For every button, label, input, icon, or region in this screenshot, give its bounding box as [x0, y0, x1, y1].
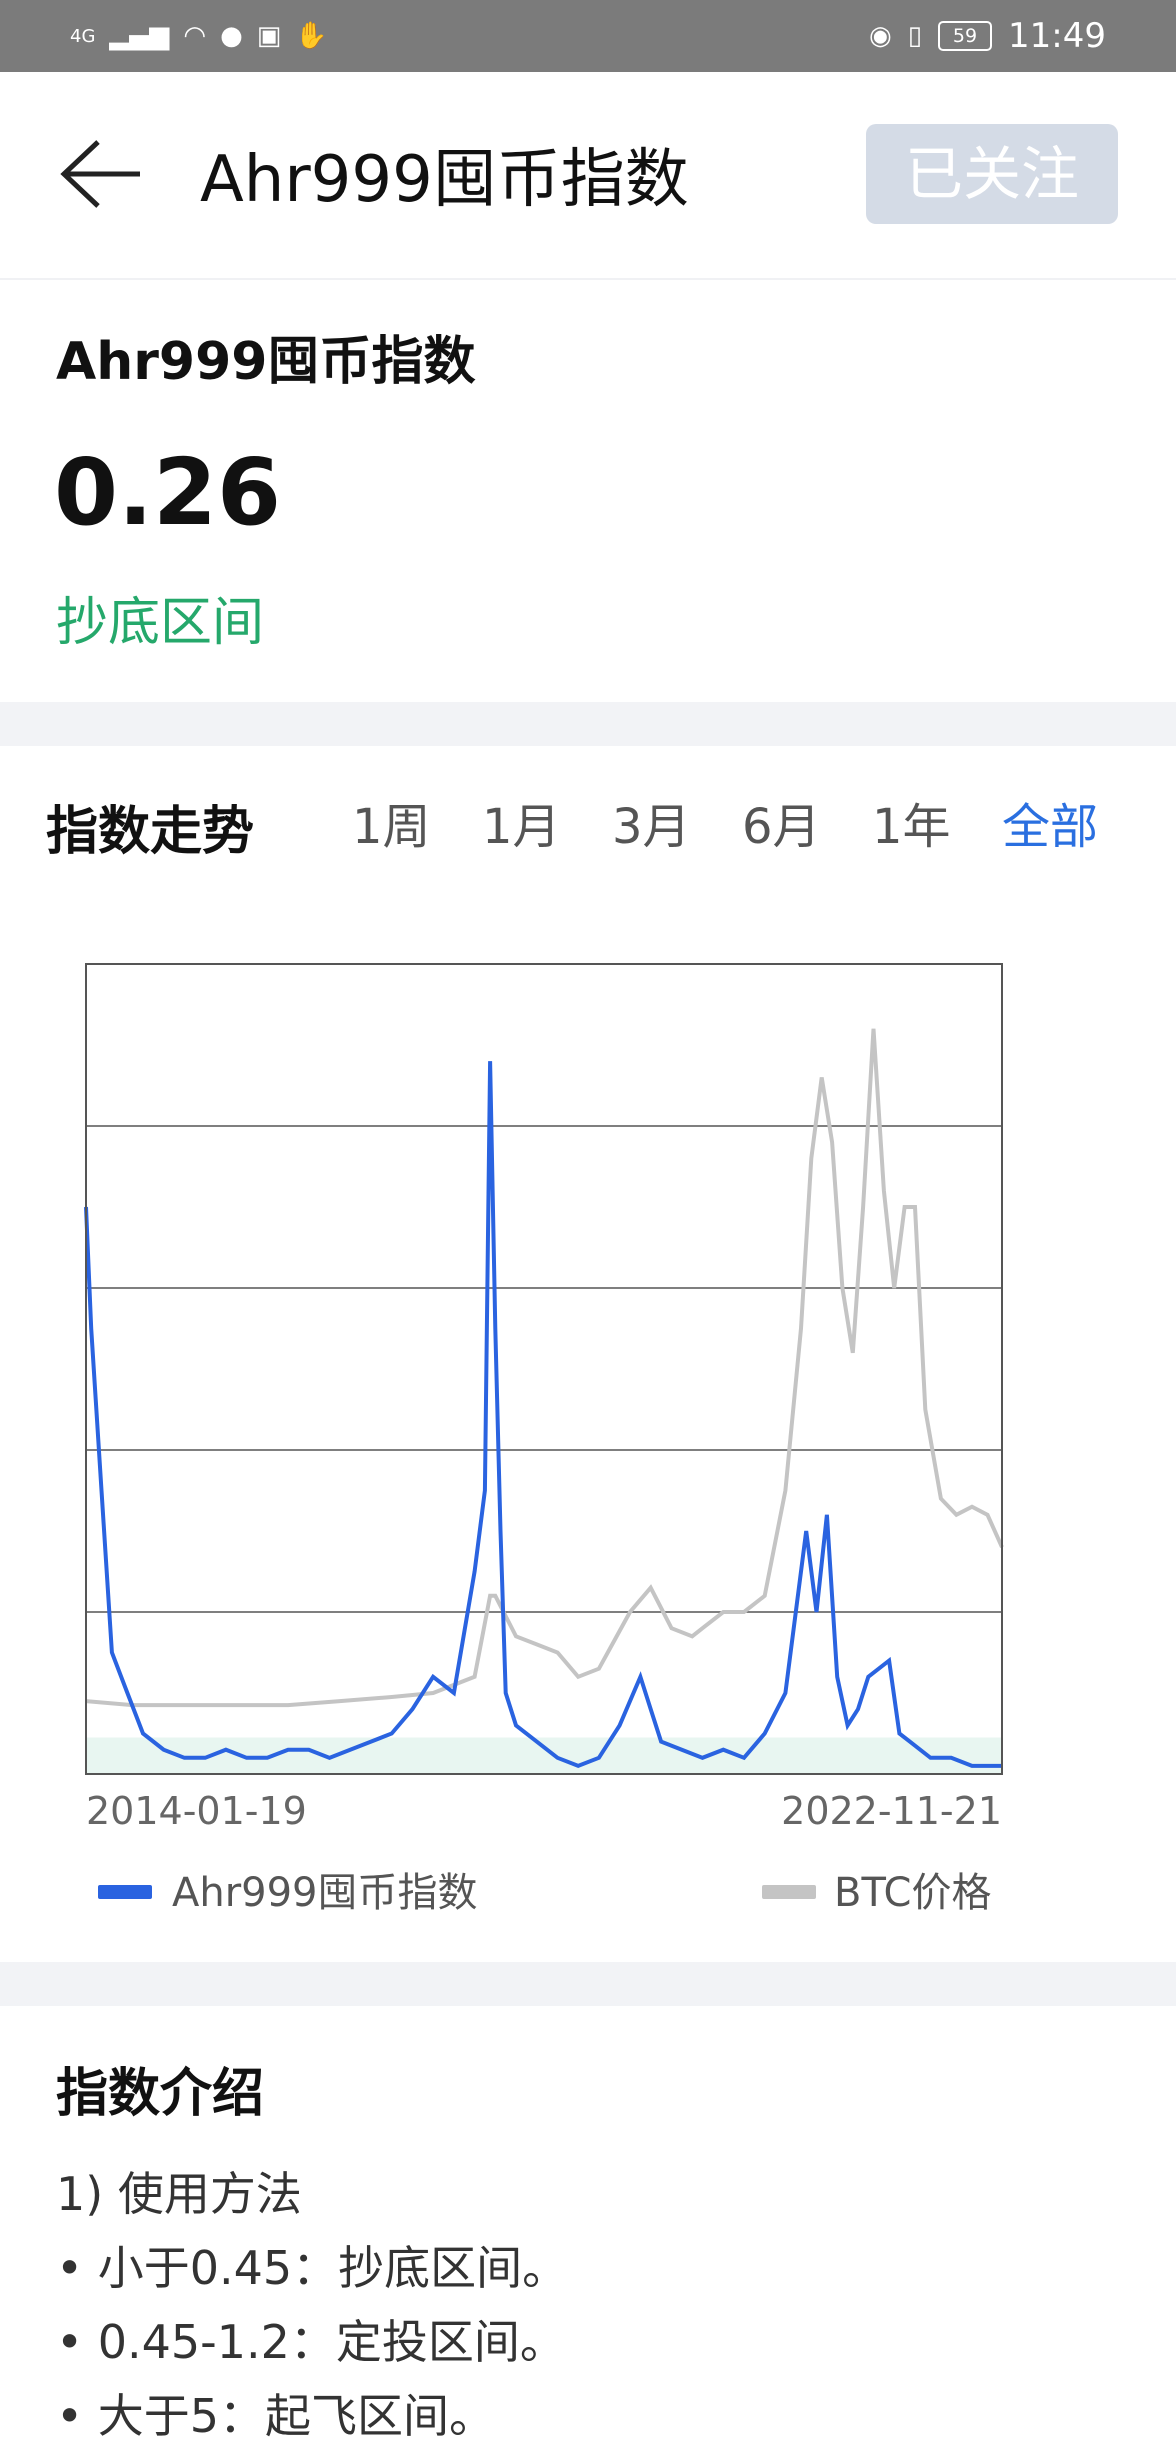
back-arrow-icon — [60, 140, 140, 208]
network-indicator: 4G — [70, 25, 96, 47]
tab-1w[interactable]: 1周 — [352, 799, 431, 855]
signal-icon: ▂▄▆ — [109, 21, 170, 51]
index-trend-chart[interactable]: 2014-01-19 2022-11-21 Ahr999囤币指数 BTC价格 — [0, 900, 1176, 1940]
intro-line: • 小于0.45：抄底区间。 — [56, 2241, 569, 2295]
message-icon: ● — [220, 21, 243, 51]
index-name: Ahr999囤币指数 — [56, 332, 476, 392]
legend-label-ahr999: Ahr999囤币指数 — [172, 1870, 478, 1916]
tab-6m[interactable]: 6月 — [742, 799, 821, 855]
battery-icon: 59 — [938, 21, 993, 51]
tab-1m[interactable]: 1月 — [482, 799, 561, 855]
status-right: ◉ ▯ 59 11:49 — [869, 14, 1106, 58]
tab-1y[interactable]: 1年 — [872, 799, 951, 855]
x-tick-end: 2022-11-21 — [781, 1789, 1002, 1833]
back-button[interactable] — [58, 136, 144, 212]
tab-3m[interactable]: 3月 — [612, 799, 691, 855]
intro-line: • 大于5：起飞区间。 — [56, 2389, 496, 2443]
status-time: 11:49 — [1008, 16, 1106, 56]
section-divider — [0, 1962, 1176, 2006]
index-value: 0.26 — [54, 439, 281, 546]
x-tick-start: 2014-01-19 — [86, 1789, 307, 1833]
hand-icon: ✋ — [295, 21, 328, 51]
intro-line: 1) 使用方法 — [56, 2167, 302, 2221]
chart-svg: 2014-01-19 2022-11-21 Ahr999囤币指数 BTC价格 — [84, 963, 1004, 1916]
legend-swatch-ahr999 — [98, 1885, 152, 1899]
series-line-ahr999 — [84, 1061, 1002, 1769]
intro-line: • 0.45-1.2：定投区间。 — [56, 2315, 566, 2369]
trend-title: 指数走势 — [46, 802, 255, 862]
battery-level: 59 — [952, 25, 978, 47]
eye-icon: ◉ — [869, 21, 892, 51]
buy-zone-band — [86, 1737, 1002, 1774]
plot-frame — [85, 963, 1003, 1775]
status-left: 4G ▂▄▆ ◠ ● ▣ ✋ — [70, 14, 328, 58]
vibrate-icon: ▯ — [907, 21, 923, 51]
legend-swatch-btc-price — [762, 1885, 816, 1899]
series-line-btc-price — [85, 1028, 1004, 1708]
intro-title: 指数介绍 — [56, 2064, 265, 2124]
wifi-icon: ◠ — [183, 21, 207, 51]
section-divider — [0, 702, 1176, 746]
follow-button[interactable]: 已关注 — [866, 124, 1118, 224]
tab-all[interactable]: 全部 — [1002, 799, 1099, 855]
index-zone-label: 抄底区间 — [56, 593, 265, 653]
page-title: Ahr999囤币指数 — [200, 143, 689, 217]
app-notification-icon: ▣ — [256, 21, 282, 51]
legend-label-btc-price: BTC价格 — [834, 1870, 991, 1916]
chart-grid — [86, 1125, 1002, 1613]
app-header: Ahr999囤币指数 已关注 — [0, 72, 1176, 280]
status-bar: 4G ▂▄▆ ◠ ● ▣ ✋ ◉ ▯ 59 11:49 — [0, 0, 1176, 72]
